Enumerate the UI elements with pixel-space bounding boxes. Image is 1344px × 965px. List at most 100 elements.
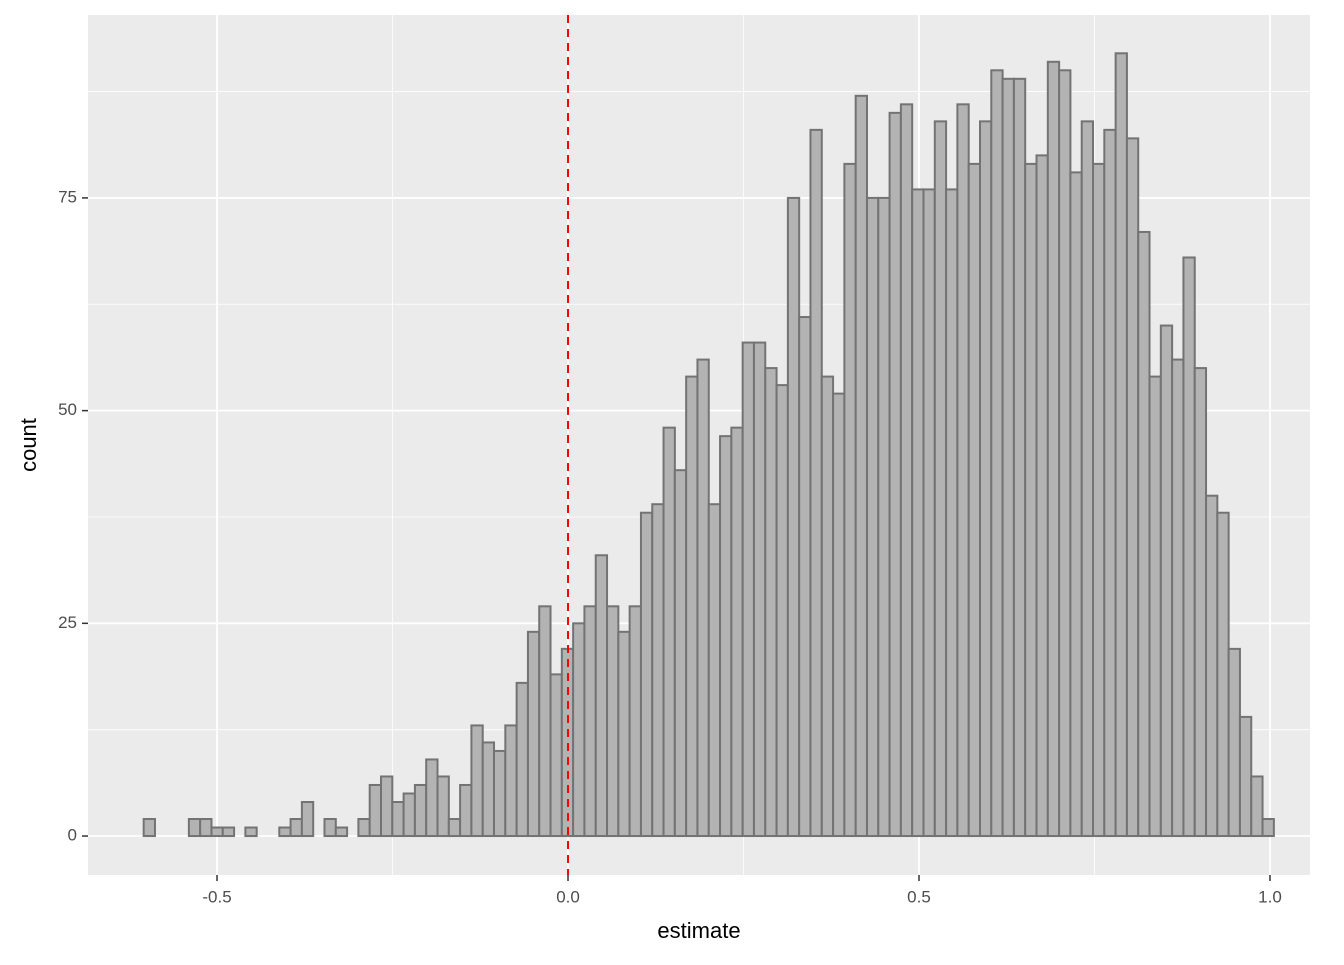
bar: [707, 503, 722, 838]
bar: [1114, 52, 1128, 838]
bar: [1238, 715, 1253, 838]
bar: [289, 818, 303, 838]
bar: [1261, 818, 1275, 838]
bar: [470, 724, 484, 838]
bar: [221, 826, 236, 838]
y-tick-label: 0: [68, 826, 77, 845]
bar: [809, 128, 823, 838]
y-tick-label: 50: [58, 400, 77, 419]
bar: [719, 435, 733, 838]
bar: [990, 69, 1004, 838]
bar: [334, 826, 349, 838]
y-tick-label: 75: [58, 187, 77, 206]
bar: [673, 469, 688, 838]
bar: [1035, 154, 1049, 838]
bar: [1024, 162, 1038, 838]
x-tick-label: 1.0: [1258, 887, 1282, 906]
bar: [764, 367, 778, 838]
bar: [1137, 230, 1151, 838]
bar: [1148, 375, 1162, 838]
bar: [888, 111, 902, 838]
bar: [142, 818, 156, 838]
bar: [854, 94, 868, 838]
bar: [685, 375, 699, 838]
bar: [696, 358, 710, 838]
bar: [459, 783, 473, 838]
bar: [922, 188, 936, 838]
bar: [425, 758, 439, 838]
bar: [639, 511, 654, 838]
bar: [1080, 120, 1095, 838]
bar: [1058, 69, 1072, 838]
bar: [911, 188, 925, 838]
bar: [357, 818, 371, 838]
bar: [402, 792, 416, 838]
bar: [979, 120, 993, 838]
bar: [730, 426, 744, 838]
bar: [481, 741, 496, 838]
bar: [1205, 494, 1219, 838]
bar: [1193, 367, 1208, 838]
bars: [142, 52, 1275, 838]
bar: [1227, 647, 1241, 838]
bar: [380, 775, 394, 838]
y-axis-title: count: [16, 418, 41, 472]
bar: [1182, 256, 1196, 838]
bar: [741, 341, 755, 838]
bar: [956, 103, 970, 838]
bar: [1069, 171, 1083, 838]
bar: [594, 554, 609, 838]
bar: [775, 384, 789, 838]
bar: [538, 605, 552, 838]
bar: [368, 783, 383, 838]
bar: [278, 826, 292, 838]
bar: [1125, 137, 1140, 838]
bar: [933, 120, 948, 838]
bar: [820, 375, 835, 838]
bar: [899, 103, 914, 838]
bar: [187, 818, 202, 838]
bar: [1250, 775, 1264, 838]
bar: [798, 316, 812, 838]
bar: [1216, 511, 1230, 838]
bar: [436, 775, 450, 838]
bar: [651, 503, 665, 838]
bar: [606, 605, 620, 838]
x-axis-title: estimate: [657, 918, 740, 943]
bar: [391, 801, 405, 838]
bar: [1171, 358, 1185, 838]
bar: [786, 196, 801, 838]
bar: [832, 392, 846, 838]
bar: [843, 162, 857, 838]
x-tick-label: 0.5: [907, 887, 931, 906]
bar: [662, 426, 676, 838]
bar: [504, 724, 518, 838]
bar: [1103, 128, 1117, 838]
bar: [583, 605, 597, 838]
bar: [1046, 60, 1061, 838]
bar: [617, 630, 631, 838]
bar: [1159, 324, 1174, 838]
x-tick-label: 0.0: [556, 887, 580, 906]
bar: [515, 681, 529, 838]
bar: [877, 196, 891, 838]
x-tick-label: -0.5: [202, 887, 231, 906]
bar: [244, 826, 258, 838]
bar: [300, 801, 315, 838]
bar: [447, 818, 462, 838]
bar: [1012, 77, 1027, 838]
bar: [549, 673, 563, 838]
bar: [413, 783, 428, 838]
bar: [493, 749, 507, 838]
bar: [526, 630, 541, 838]
bar: [752, 341, 767, 838]
bar: [572, 622, 586, 838]
y-tick-label: 25: [58, 613, 77, 632]
bar: [1001, 77, 1015, 838]
bar: [865, 196, 880, 838]
bar: [967, 162, 982, 838]
bar: [945, 188, 959, 838]
bar: [199, 818, 213, 838]
bar: [210, 826, 224, 838]
